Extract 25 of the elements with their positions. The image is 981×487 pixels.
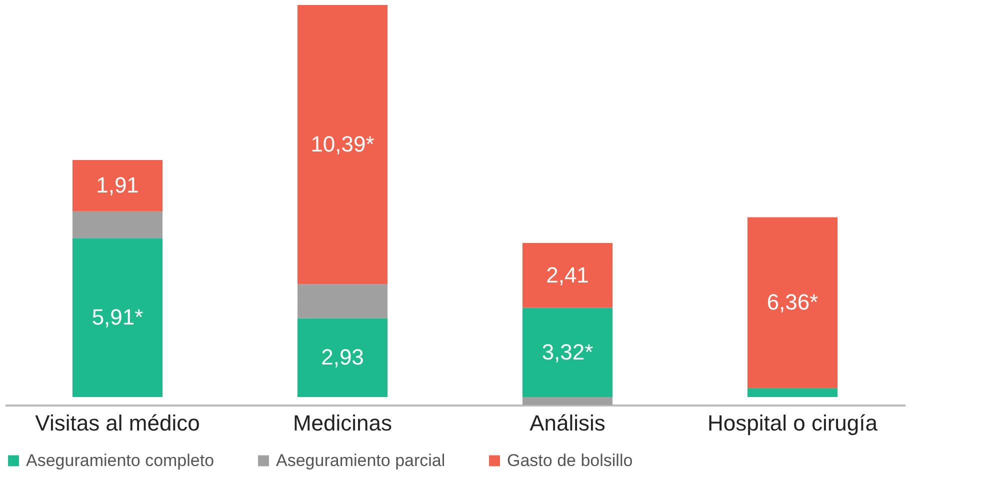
x-tick-label: Visitas al médico <box>35 410 200 436</box>
data-label: 3,32* <box>542 339 594 364</box>
legend-label: Aseguramiento parcial <box>276 450 446 470</box>
data-label: 1,91 <box>96 172 139 198</box>
data-label: 6,36* <box>766 290 819 315</box>
bar <box>72 211 162 238</box>
bar <box>748 217 838 388</box>
legend-label: Aseguramiento completo <box>26 450 214 470</box>
x-tick-label: Hospital o cirugía <box>708 410 878 436</box>
bar <box>298 5 388 284</box>
bar <box>748 388 838 397</box>
data-label: 5,91* <box>92 304 144 330</box>
x-tick-label: Análisis <box>530 410 606 436</box>
bar <box>72 160 162 212</box>
x-tick-label: Medicinas <box>292 410 392 436</box>
data-label: 10,39* <box>310 132 375 157</box>
data-label: 2,93 <box>321 344 364 370</box>
data-label: 2,41 <box>546 262 589 288</box>
bar <box>72 238 162 397</box>
bar <box>298 318 388 397</box>
legend-label: Gasto de bolsillo <box>507 450 633 470</box>
bar <box>522 308 612 397</box>
bar <box>522 243 612 308</box>
bar <box>298 284 388 318</box>
bar <box>522 396 612 405</box>
